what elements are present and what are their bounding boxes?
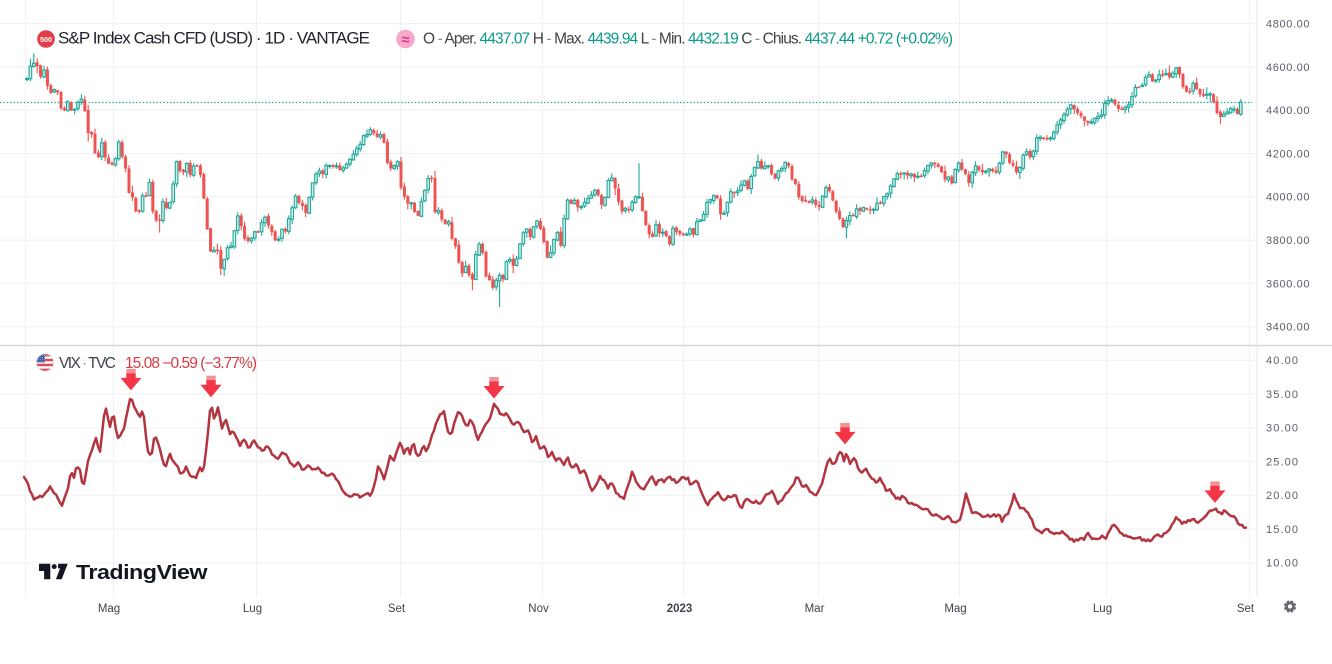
svg-text:S&P Index Cash CFD (USD) · 1D: S&P Index Cash CFD (USD) · 1D · VANTAGE <box>58 29 370 48</box>
svg-text:30.00: 30.00 <box>1266 423 1298 435</box>
svg-text:2023: 2023 <box>667 603 693 615</box>
svg-text:20.00: 20.00 <box>1266 490 1298 502</box>
svg-text:4000.00: 4000.00 <box>1266 192 1310 204</box>
svg-text:15.00: 15.00 <box>1266 524 1298 536</box>
svg-text:≈: ≈ <box>401 32 409 49</box>
svg-text:500: 500 <box>40 35 52 44</box>
svg-text:Mag: Mag <box>98 603 120 615</box>
svg-text:10.00: 10.00 <box>1266 558 1298 570</box>
svg-text:4400.00: 4400.00 <box>1266 105 1310 117</box>
svg-text:Mag: Mag <box>944 603 966 615</box>
svg-text:Lug: Lug <box>243 603 262 615</box>
svg-text:Set: Set <box>1237 603 1255 615</box>
svg-text:Nov: Nov <box>528 603 549 615</box>
svg-text:35.00: 35.00 <box>1266 389 1298 401</box>
svg-text:Mar: Mar <box>805 603 825 615</box>
svg-text:Set: Set <box>388 603 406 615</box>
svg-text:TradingView: TradingView <box>76 561 208 584</box>
svg-text:3400.00: 3400.00 <box>1266 322 1310 334</box>
svg-text:3600.00: 3600.00 <box>1266 278 1310 290</box>
svg-text:25.00: 25.00 <box>1266 456 1298 468</box>
svg-text:O - Aper. 4437.07 H - Max. 44: O - Aper. 4437.07 H - Max. 4439.94 L - M… <box>423 31 953 48</box>
svg-text:40.00: 40.00 <box>1266 355 1298 367</box>
svg-text:15.08 −0.59 (−3.77%): 15.08 −0.59 (−3.77%) <box>125 355 257 372</box>
svg-text:4800.00: 4800.00 <box>1266 19 1310 31</box>
svg-text:Lug: Lug <box>1093 603 1112 615</box>
svg-text:VIX · TVC: VIX · TVC <box>59 355 116 372</box>
svg-text:3800.00: 3800.00 <box>1266 235 1310 247</box>
svg-text:4600.00: 4600.00 <box>1266 62 1310 74</box>
svg-text:4200.00: 4200.00 <box>1266 148 1310 160</box>
